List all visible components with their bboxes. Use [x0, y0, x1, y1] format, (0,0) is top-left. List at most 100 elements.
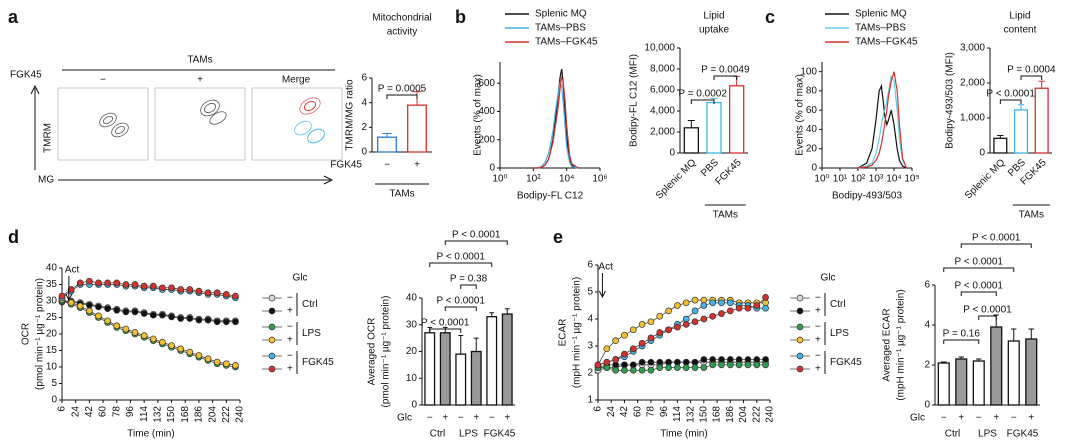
legend-label: − — [287, 351, 293, 362]
legend-title: Glc — [821, 273, 836, 284]
x-tick-label: 96 — [125, 406, 136, 418]
panel-label: c — [765, 7, 775, 27]
significance-bracket — [386, 94, 418, 99]
point — [674, 302, 681, 309]
y-tick-label: 20 — [46, 329, 58, 340]
y-tick-label: 4 — [587, 314, 593, 325]
point — [674, 364, 681, 371]
bar — [377, 136, 397, 153]
chart-title: Lipid — [1009, 11, 1030, 22]
y-tick-label: 2,000 — [960, 78, 985, 89]
point — [762, 361, 769, 369]
significance-bracket — [960, 291, 997, 296]
point — [603, 345, 611, 353]
point — [122, 308, 130, 316]
point — [86, 277, 93, 285]
point — [222, 291, 230, 298]
y-axis-label: (mpH min⁻¹ µg⁻¹ protein) — [572, 277, 583, 388]
p-value: P = 0.16 — [943, 329, 981, 340]
y-axis-label: Events (% of max) — [795, 74, 806, 156]
point — [691, 318, 699, 326]
x-tick-label: 60 — [98, 406, 109, 418]
point — [744, 304, 752, 312]
series-line — [533, 81, 579, 169]
legend-marker — [268, 294, 276, 302]
point — [726, 361, 734, 369]
p-value: P = 0.0049 — [701, 65, 750, 76]
bar — [455, 353, 467, 406]
y-tick-label: 0 — [669, 148, 675, 159]
point — [140, 332, 148, 339]
significance-bracket — [1020, 75, 1043, 80]
p-value: P < 0.0001 — [437, 296, 486, 307]
legend-group: LPS — [830, 328, 849, 339]
bar — [937, 362, 950, 406]
x-row-label: Glc — [397, 413, 412, 424]
contours — [99, 99, 227, 138]
y-axis-label: (mpH min⁻¹ µg⁻¹ protein) — [896, 289, 907, 400]
p-value: P = 0.0005 — [378, 84, 427, 95]
y-tick-label: 6,000 — [650, 85, 675, 96]
point — [195, 352, 203, 359]
p-value: P < 0.0001 — [986, 89, 1035, 100]
panel-label: a — [8, 7, 19, 27]
legend-label: + — [287, 364, 293, 375]
point — [222, 318, 230, 326]
x-tick-label: 96 — [659, 406, 670, 418]
p-value: P < 0.0001 — [452, 230, 501, 241]
x-tick-label: + — [442, 413, 448, 424]
flow-column: − — [100, 75, 106, 86]
y-tick-label: 6 — [587, 260, 593, 271]
x-tick-label: 150 — [698, 406, 709, 423]
point — [647, 366, 655, 374]
point — [709, 361, 717, 369]
legend-marker — [796, 294, 804, 302]
y-tick-label: 15 — [46, 345, 58, 356]
panel-label: e — [553, 227, 563, 247]
x-tick-label: + — [504, 413, 510, 424]
p-value: P < 0.0001 — [955, 281, 1004, 292]
legend-label: − — [287, 293, 293, 304]
legend-marker — [796, 323, 804, 331]
x-row-label: Glc — [910, 413, 925, 424]
y-tick-label: 10 — [46, 362, 58, 373]
significance-bracket — [429, 262, 493, 267]
bar — [501, 313, 513, 406]
y-tick-label: 25 — [46, 312, 58, 323]
legend-label: + — [815, 335, 821, 346]
point — [58, 292, 66, 300]
error-bar — [976, 358, 982, 361]
point — [621, 350, 628, 358]
y-tick-label: 200 — [478, 134, 495, 145]
point — [104, 317, 111, 325]
legend-group: Ctrl — [302, 299, 318, 310]
merge-contours — [294, 97, 325, 144]
annotation-arrow — [598, 273, 606, 299]
x-tick-label: 10² — [526, 174, 541, 185]
y-tick-label: 80 — [806, 86, 818, 97]
x-tick-label: 240 — [765, 406, 776, 423]
group-label: LPS — [978, 429, 997, 440]
y-tick-label: 30 — [46, 296, 58, 307]
bar — [993, 137, 1008, 154]
point — [594, 361, 602, 369]
group-label: TAMs — [1019, 210, 1044, 221]
legend-group: FGK45 — [302, 357, 334, 368]
flow-y-arrow-label: FGK45 — [10, 70, 42, 81]
x-tick-label: 78 — [111, 406, 122, 418]
point — [213, 318, 221, 326]
bar — [728, 85, 745, 154]
point — [232, 318, 239, 326]
x-axis-label: Time (min) — [660, 429, 707, 440]
point — [113, 322, 121, 330]
point — [76, 302, 84, 310]
group-label: TAMs — [389, 189, 414, 200]
x-tick-label: − — [489, 413, 495, 424]
y-arrow — [30, 84, 40, 170]
point — [682, 364, 690, 371]
point — [612, 356, 619, 363]
flow-column: Merge — [282, 75, 311, 86]
x-tick-label: 42 — [84, 406, 95, 418]
point — [709, 312, 717, 320]
